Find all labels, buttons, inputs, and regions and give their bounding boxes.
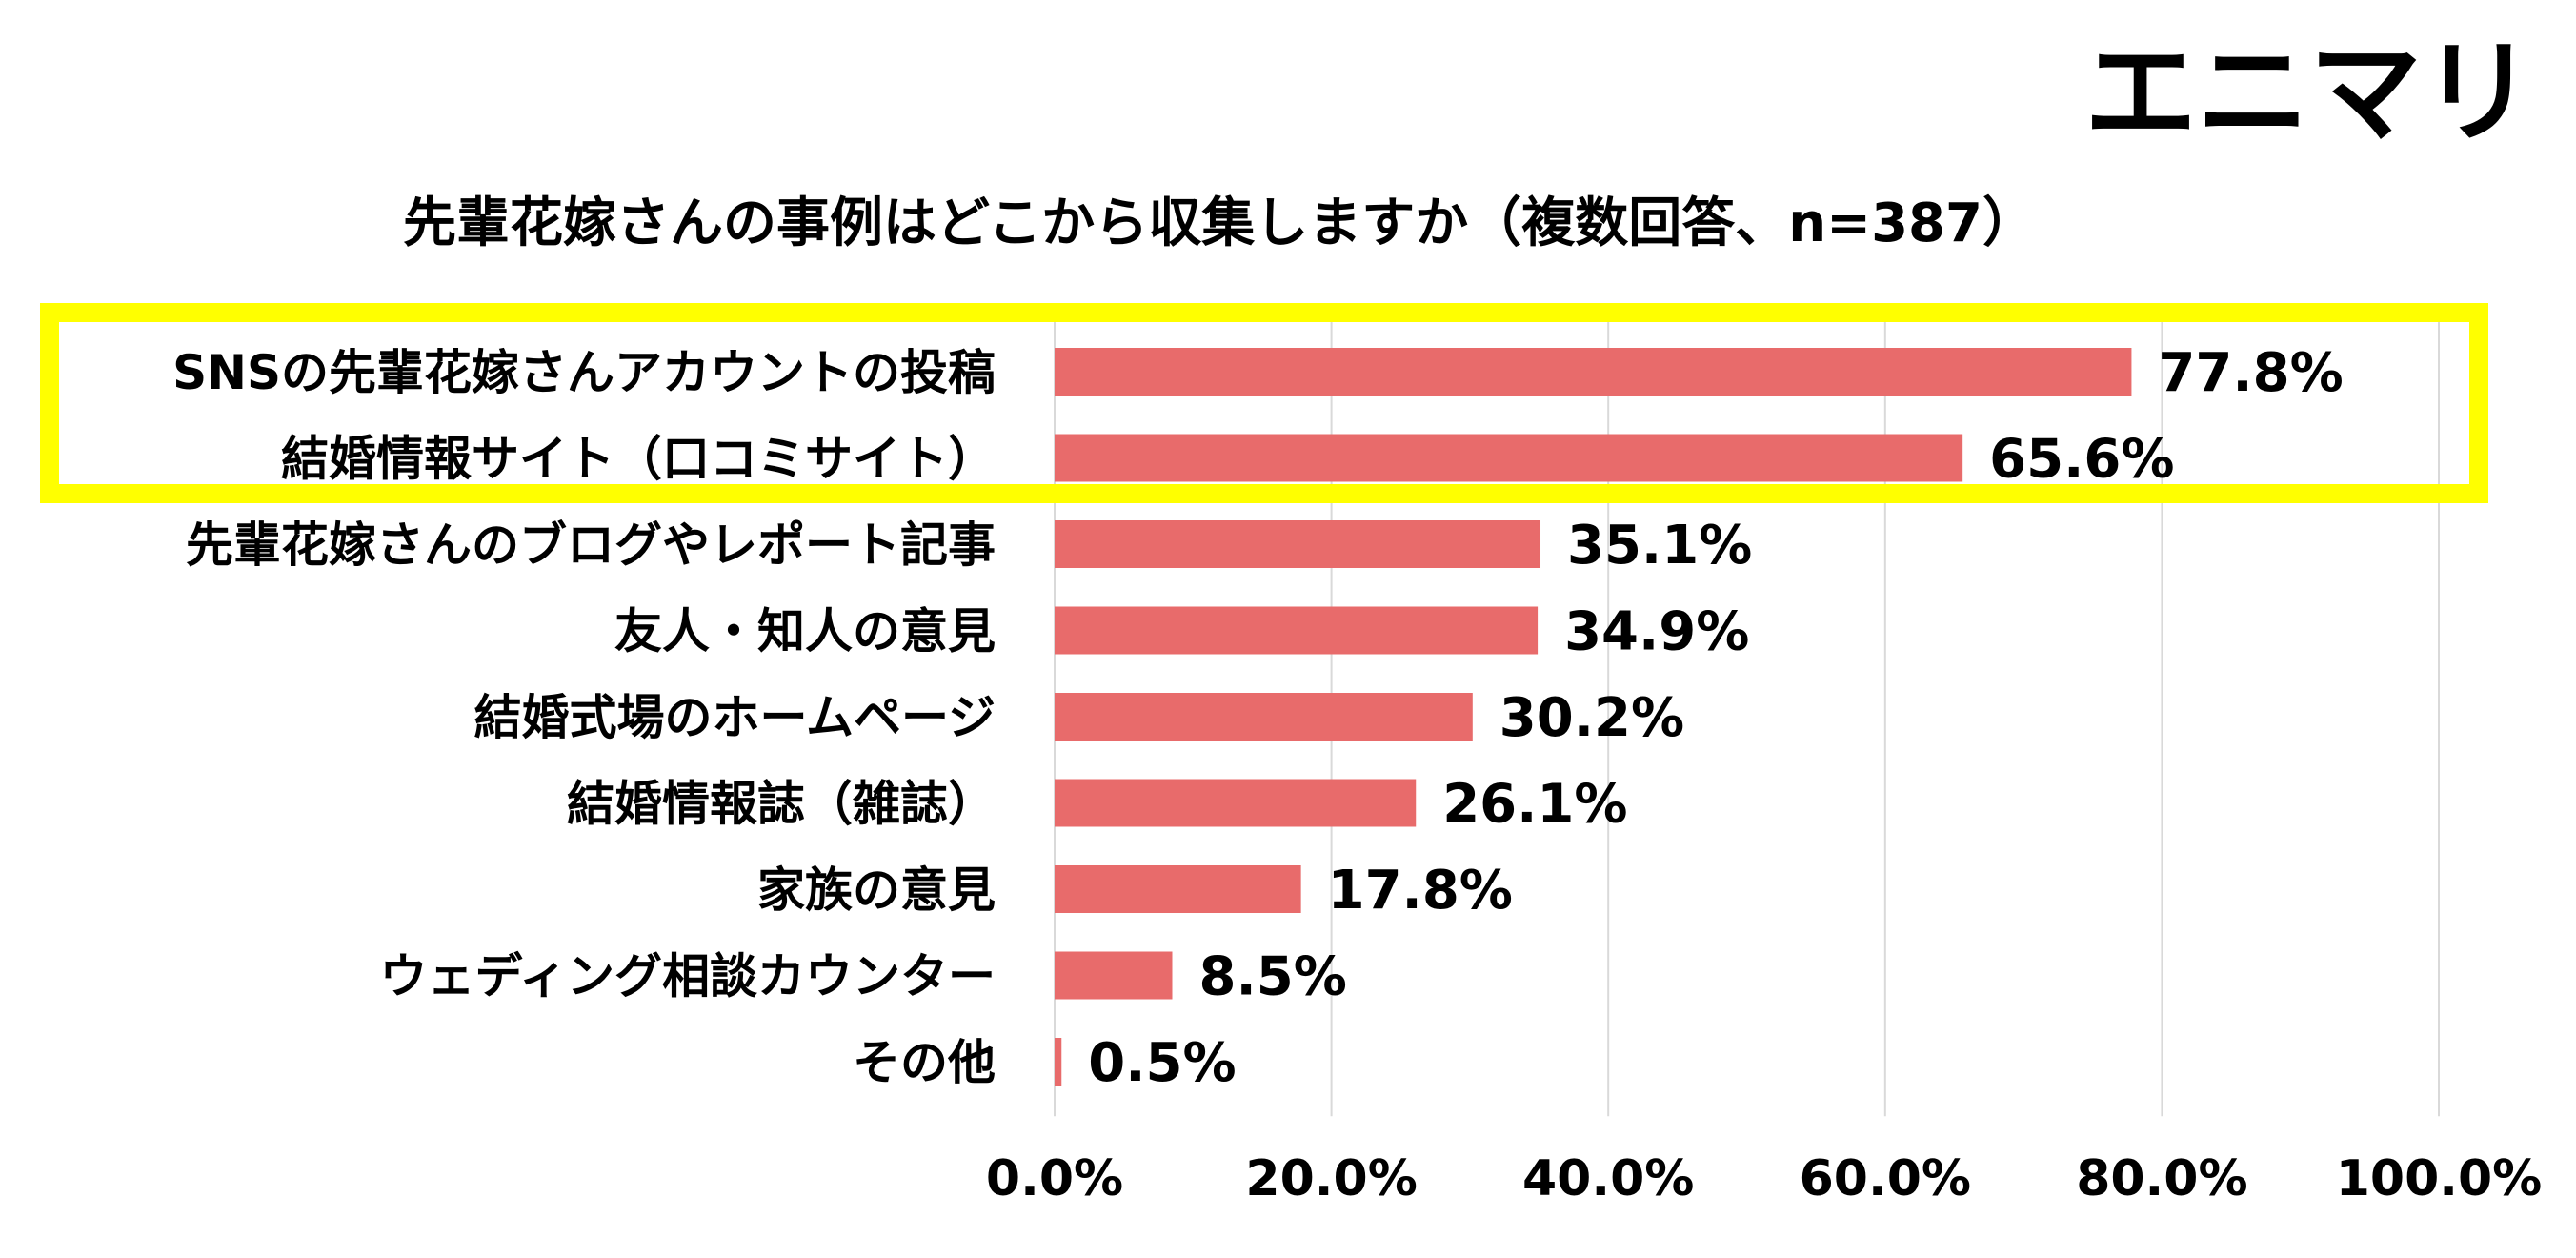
bar: [1055, 693, 1473, 741]
value-label: 26.1%: [1442, 774, 1627, 836]
x-tick-label: 40.0%: [1522, 1150, 1694, 1207]
category-label: 友人・知人の意見: [614, 604, 996, 659]
x-tick-label: 60.0%: [1800, 1150, 1971, 1207]
value-label: 30.2%: [1499, 687, 1684, 749]
value-label: 65.6%: [1989, 429, 2174, 491]
value-label: 35.1%: [1567, 515, 1752, 577]
bar: [1055, 865, 1301, 913]
category-label: 先輩花嫁さんのブログやレポート記事: [186, 517, 996, 573]
x-axis-ticks: 0.0% 20.0% 40.0% 60.0% 80.0% 100.0%: [986, 1150, 2542, 1207]
bar: [1055, 951, 1173, 1000]
category-label: 結婚情報サイト（口コミサイト）: [281, 432, 996, 487]
x-tick-label: 20.0%: [1245, 1150, 1417, 1207]
bar: [1055, 520, 1541, 568]
value-label: 17.8%: [1328, 860, 1513, 922]
bar: [1055, 348, 2132, 396]
bar: [1055, 434, 1963, 482]
brand-logo: エニマリ: [2084, 27, 2534, 158]
category-label: 家族の意見: [757, 862, 996, 918]
category-label: ウェディング相談カウンター: [380, 949, 996, 1004]
value-labels: 77.8% 65.6% 35.1% 34.9% 30.2% 26.1% 17.8% 8.5% 0…: [1088, 342, 2343, 1094]
bar: [1055, 779, 1417, 827]
value-label: 8.5%: [1199, 946, 1347, 1008]
x-tick-label: 80.0%: [2076, 1150, 2247, 1207]
category-label: SNSの先輩花嫁さんアカウントの投稿: [172, 345, 996, 400]
value-label: 77.8%: [2158, 342, 2343, 404]
highlight-box: [40, 303, 2488, 503]
category-label: 結婚式場のホームページ: [474, 690, 996, 745]
bars: [1055, 348, 2132, 1086]
bar: [1055, 1038, 1062, 1086]
x-tick-label: 100.0%: [2336, 1150, 2543, 1207]
bar: [1055, 606, 1539, 655]
chart-title: 先輩花嫁さんの事例はどこから収集しますか（複数回答、n=387）: [403, 193, 2036, 254]
value-label: 34.9%: [1564, 601, 1749, 663]
category-label: 結婚情報誌（雑誌）: [567, 777, 996, 832]
category-label: その他: [853, 1035, 996, 1090]
value-label: 0.5%: [1088, 1032, 1236, 1094]
x-tick-label: 0.0%: [986, 1150, 1123, 1207]
